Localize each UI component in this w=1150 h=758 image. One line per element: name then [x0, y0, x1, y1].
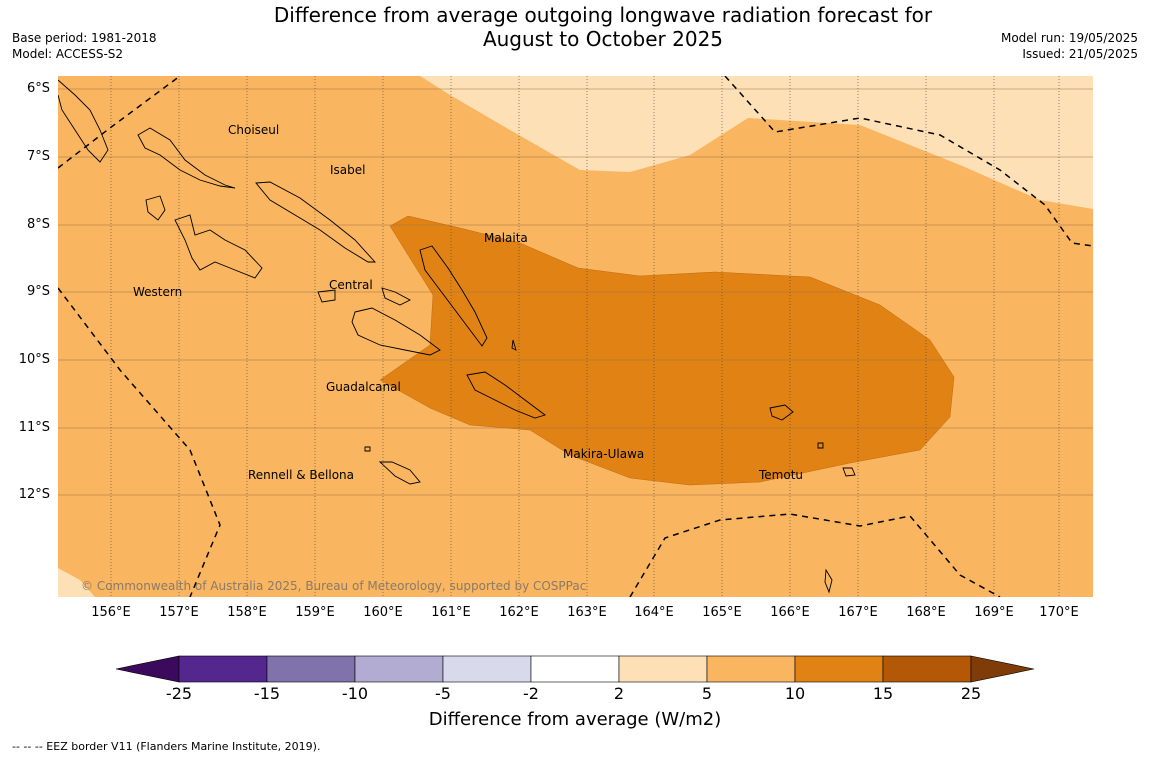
lon-tick: 157°E: [159, 605, 199, 620]
lat-tick: 6°S: [26, 81, 50, 96]
band-10-15: [379, 215, 955, 486]
model-run: Model run: 19/05/2025: [1000, 31, 1138, 45]
island-vanikoro: [842, 467, 856, 477]
island-new-georgia: [174, 214, 263, 279]
lon-tick: 164°E: [634, 605, 674, 620]
title-line-1: Difference from average outgoing longwav…: [273, 3, 933, 27]
colorbar-swatch: [442, 655, 532, 683]
base-period: Base period: 1981-2018: [12, 31, 157, 45]
eez-legend-note: -- -- -- EEZ border V11 (Flanders Marine…: [12, 740, 321, 753]
graticule: [58, 76, 1093, 597]
island-choiseul: [137, 127, 236, 189]
lat-tick: 9°S: [26, 284, 50, 299]
label-isabel: Isabel: [330, 163, 366, 177]
island-guadalcanal: [351, 307, 441, 356]
colorbar-tick: 5: [701, 684, 713, 703]
colorbar-tick: 10: [784, 684, 806, 703]
band-2-5-north: [420, 76, 1093, 209]
lon-tick: 158°E: [227, 605, 267, 620]
lon-tick: 161°E: [431, 605, 471, 620]
colorbar-tick: -5: [435, 684, 451, 703]
label-makira-ulawa: Makira-Ulawa: [563, 447, 645, 461]
island-florida: [317, 287, 411, 306]
colorbar-label: Difference from average (W/m2): [428, 709, 722, 730]
colorbar-tick: 15: [872, 684, 894, 703]
label-central: Central: [329, 278, 373, 292]
colorbar-tick: -25: [165, 684, 193, 703]
colorbar-swatch: [178, 655, 268, 683]
lon-tick: 162°E: [499, 605, 539, 620]
colorbar-swatch: [530, 655, 620, 683]
island-small-2: [511, 339, 517, 351]
band-2-5-sw: [58, 568, 95, 597]
island-rennell: [378, 461, 421, 485]
colorbar-swatch: [354, 655, 444, 683]
label-rennell-bellona: Rennell & Bellona: [248, 468, 355, 482]
colorbar-swatch: [794, 655, 884, 683]
island-vella: [145, 195, 166, 221]
lon-tick: 159°E: [295, 605, 335, 620]
island-malaita: [419, 245, 488, 347]
colorbar-tick: -10: [341, 684, 369, 703]
label-choiseul: Choiseul: [228, 123, 280, 137]
meta-left: Base period: 1981-2018 Model: ACCESS-S2: [12, 30, 157, 62]
colorbar-tick: 2: [613, 684, 625, 703]
island-makira: [466, 371, 546, 419]
lon-tick: 160°E: [363, 605, 403, 620]
colorbar-swatch: [882, 655, 972, 683]
lat-tick: 10°S: [18, 352, 50, 367]
island-santa-cruz: [769, 404, 794, 421]
eez-border: [58, 76, 1093, 597]
lon-tick: 166°E: [770, 605, 810, 620]
island-small-3: [824, 568, 833, 594]
model-name: Model: ACCESS-S2: [12, 47, 124, 61]
colorbar-tick: -2: [523, 684, 539, 703]
label-temotu: Temotu: [759, 468, 804, 482]
colorbar-swatch: [266, 655, 356, 683]
lat-tick: 11°S: [18, 420, 50, 435]
lat-tick: 8°S: [26, 217, 50, 232]
label-malaita: Malaita: [484, 231, 528, 245]
colorbar-extend-high: [970, 655, 1035, 683]
lat-tick: 7°S: [26, 149, 50, 164]
lon-tick: 170°E: [1039, 605, 1079, 620]
copyright-note: © Commonwealth of Australia 2025, Bureau…: [81, 579, 587, 593]
lon-tick: 167°E: [838, 605, 878, 620]
lon-tick: 165°E: [702, 605, 742, 620]
colorbar-swatch: [706, 655, 796, 683]
island-isabel: [255, 181, 377, 263]
meta-right: Model run: 19/05/2025 Issued: 21/05/2025: [1001, 30, 1138, 62]
colorbar-extend-low: [115, 655, 180, 683]
colorbar-tick: -15: [253, 684, 281, 703]
label-guadalcanal: Guadalcanal: [326, 380, 401, 394]
issued-date: Issued: 21/05/2025: [1022, 47, 1138, 61]
lon-tick: 156°E: [91, 605, 131, 620]
lon-tick: 169°E: [974, 605, 1014, 620]
island-bougainville: [58, 79, 109, 163]
colorbar-tick: 25: [960, 684, 982, 703]
label-western: Western: [133, 285, 183, 299]
chart-title: Difference from average outgoing longwav…: [0, 3, 1150, 51]
island-utupua: [817, 442, 824, 449]
lon-tick: 168°E: [906, 605, 946, 620]
colorbar-swatch: [618, 655, 708, 683]
lat-tick: 12°S: [18, 487, 50, 502]
lon-tick: 163°E: [567, 605, 607, 620]
island-small-1: [364, 446, 371, 452]
coastlines: [58, 79, 856, 594]
title-line-2: August to October 2025: [482, 27, 724, 51]
